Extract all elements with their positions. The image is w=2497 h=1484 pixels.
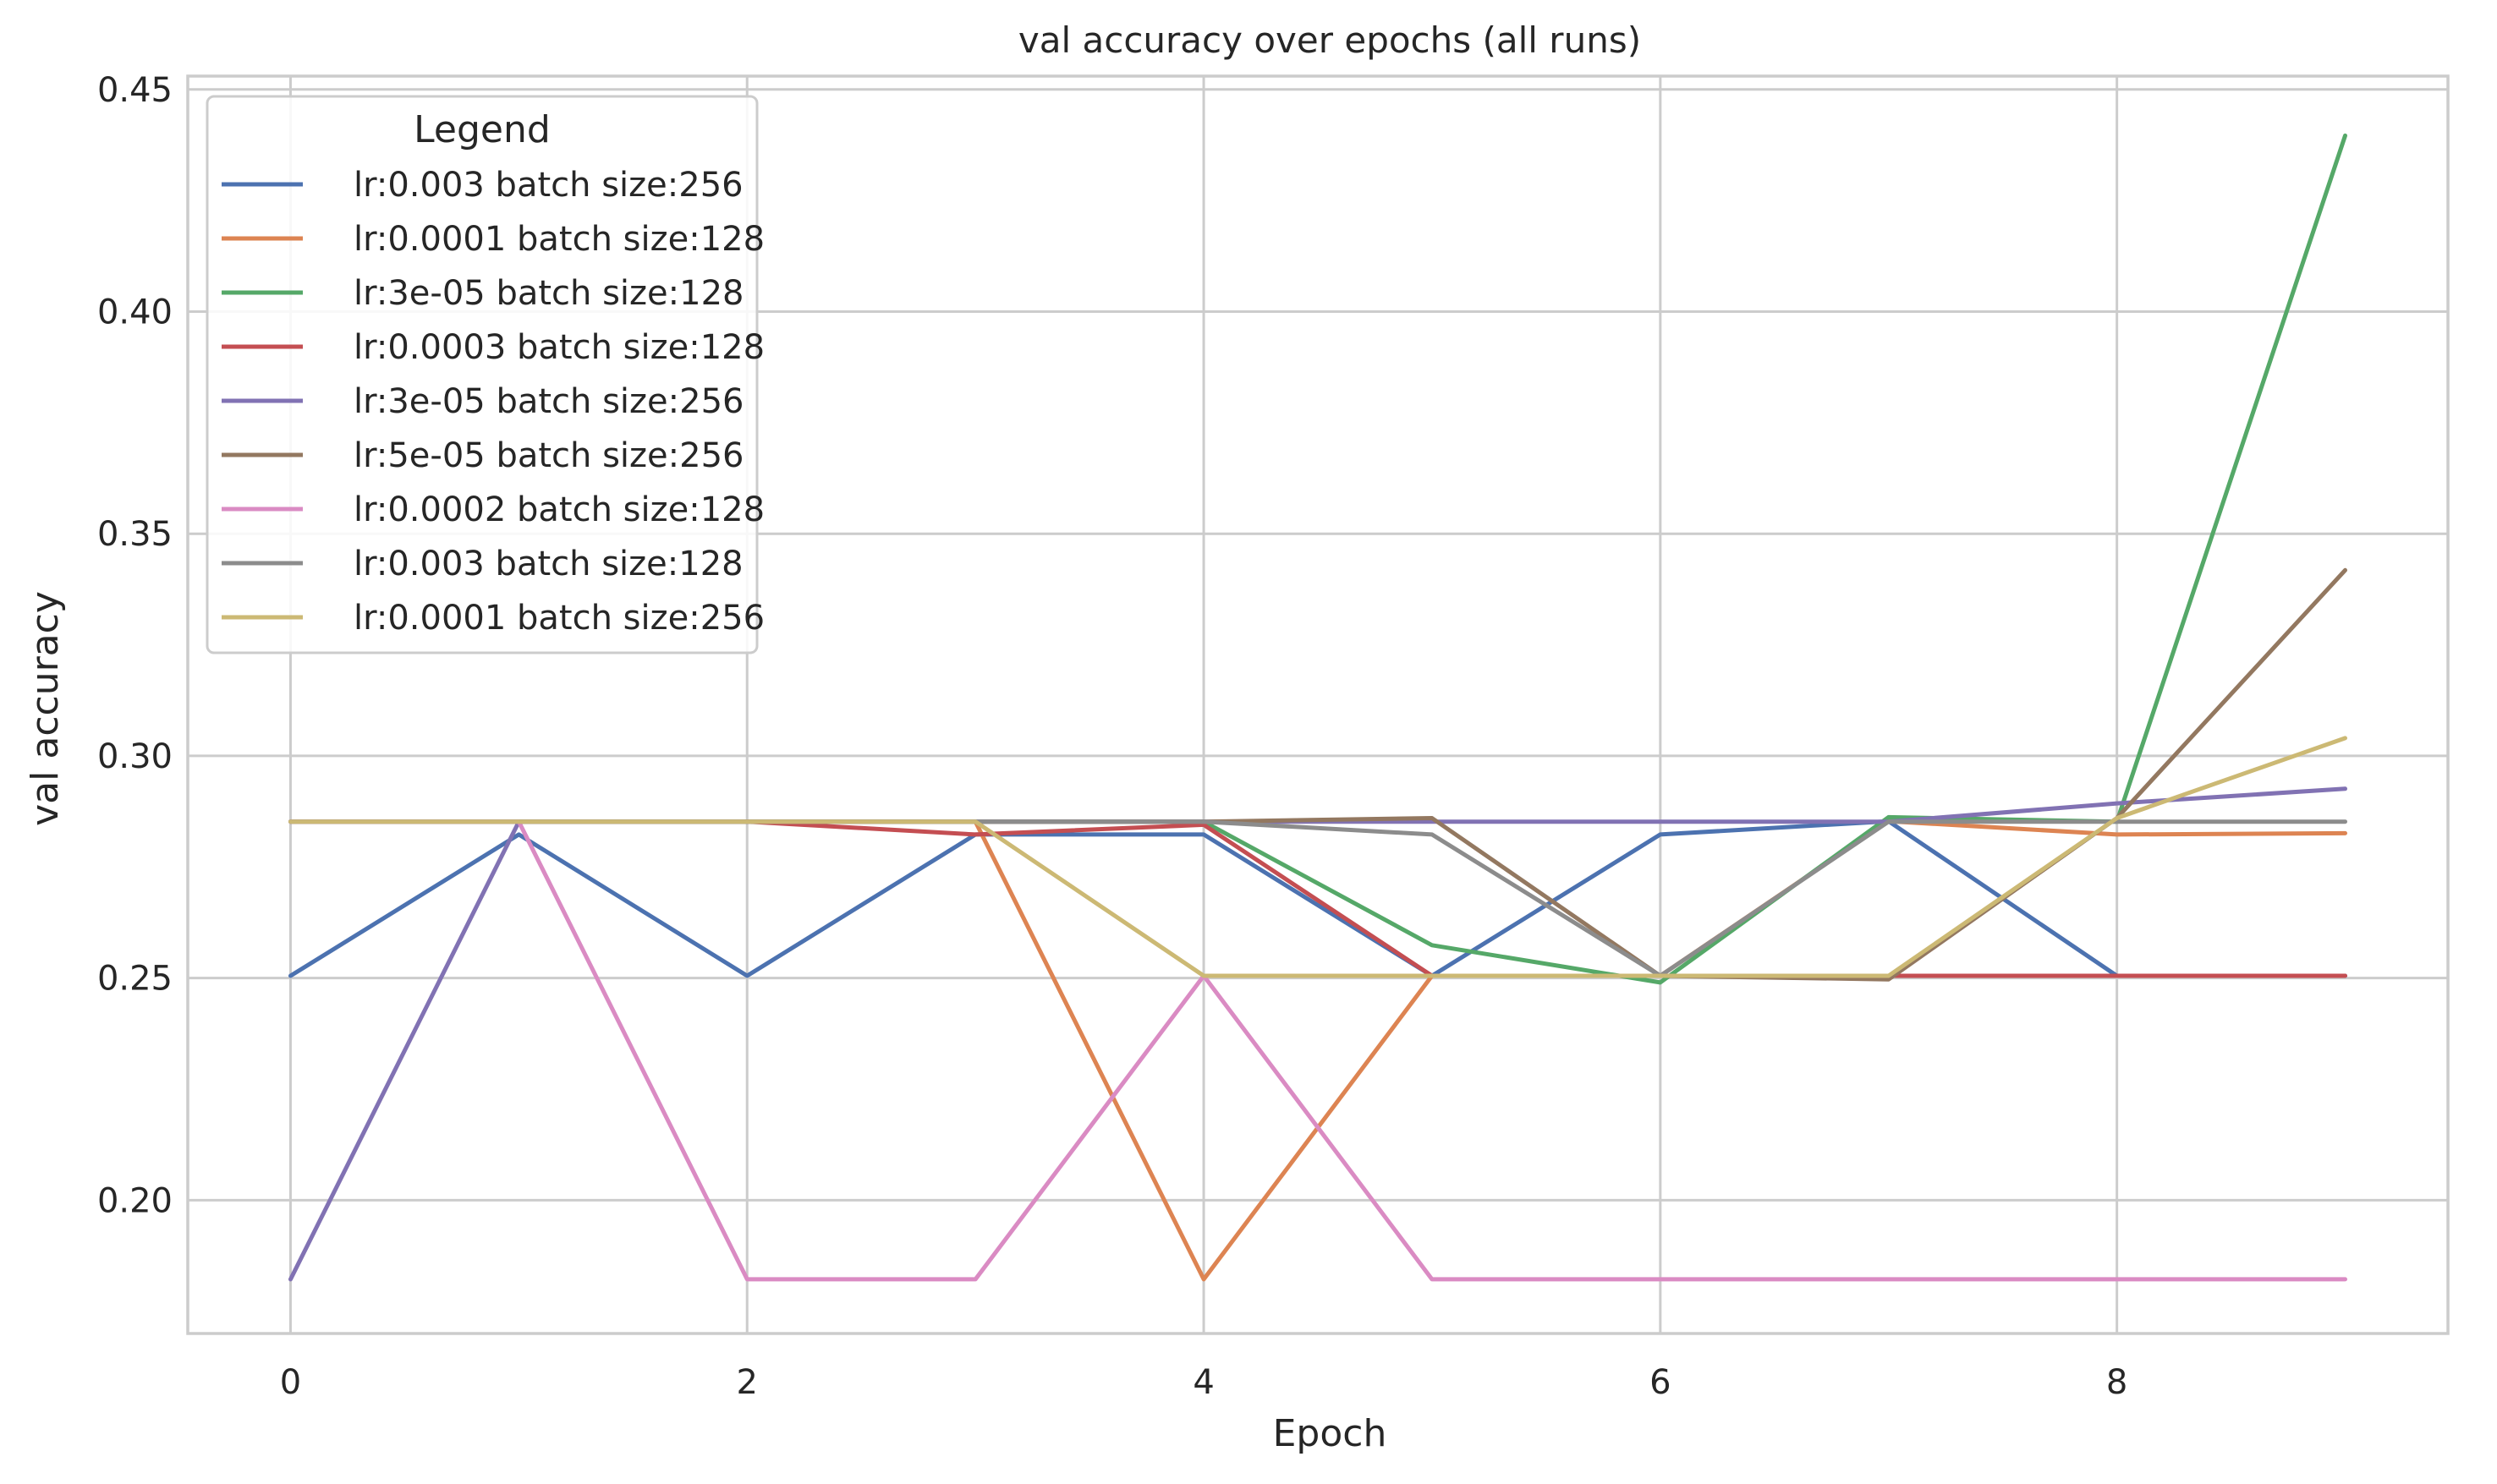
x-tick-label: 8 (2106, 1363, 2127, 1402)
legend: Legend lr:0.003 batch size:256 lr:0.0001 … (206, 95, 765, 654)
y-tick-label: 0.45 (97, 71, 173, 110)
legend-entry: lr:0.0002 batch size:128 (222, 490, 765, 529)
legend-label: lr:0.0001 batch size:128 (354, 220, 765, 259)
x-tick-label: 0 (280, 1363, 301, 1402)
y-tick-label: 0.25 (97, 960, 173, 999)
series-lines (288, 133, 2347, 1282)
legend-title: Legend (414, 108, 551, 151)
legend-entry: lr:0.003 batch size:256 (222, 166, 744, 205)
series-line (288, 736, 2347, 978)
y-axis-label: val accuracy (24, 591, 67, 826)
legend-entry: lr:0.0003 batch size:128 (222, 328, 765, 367)
legend-label: lr:0.0003 batch size:128 (354, 328, 765, 367)
x-tick-label: 6 (1649, 1363, 1671, 1402)
legend-label: lr:0.0002 batch size:128 (354, 490, 765, 529)
chart-title: val accuracy over epochs (all runs) (1018, 19, 1641, 61)
legend-entry: lr:0.003 batch size:128 (222, 545, 744, 583)
y-tick-label: 0.20 (97, 1181, 173, 1220)
x-axis-label: Epoch (1273, 1412, 1387, 1455)
legend-entry: lr:3e-05 batch size:128 (222, 274, 744, 313)
x-tick-label: 4 (1193, 1363, 1214, 1402)
y-tick-label: 0.30 (97, 737, 173, 776)
legend-label: lr:5e-05 batch size:256 (354, 436, 744, 475)
x-tick-label: 2 (737, 1363, 758, 1402)
tick-labels: 0 2 4 6 8 0.20 0.25 0.30 0.35 0.40 0.45 (97, 71, 2127, 1402)
legend-label: lr:0.003 batch size:256 (354, 166, 744, 205)
legend-entry: lr:0.0001 batch size:128 (222, 220, 765, 259)
legend-entry: lr:3e-05 batch size:256 (222, 382, 744, 421)
legend-label: lr:0.003 batch size:128 (354, 545, 744, 583)
legend-label: lr:3e-05 batch size:128 (354, 274, 744, 313)
legend-box (206, 95, 759, 654)
legend-entry: lr:5e-05 batch size:256 (222, 436, 744, 475)
y-tick-label: 0.40 (97, 293, 173, 331)
legend-entries: lr:0.003 batch size:256 lr:0.0001 batch s… (222, 166, 765, 638)
legend-label: lr:0.0001 batch size:256 (354, 599, 765, 638)
y-tick-label: 0.35 (97, 515, 173, 554)
series-line (288, 819, 2347, 1282)
legend-entry: lr:0.0001 batch size:256 (222, 599, 765, 638)
grid-lines (188, 76, 2448, 1333)
plot-frame (186, 74, 2450, 1335)
legend-label: lr:3e-05 batch size:256 (354, 382, 744, 421)
